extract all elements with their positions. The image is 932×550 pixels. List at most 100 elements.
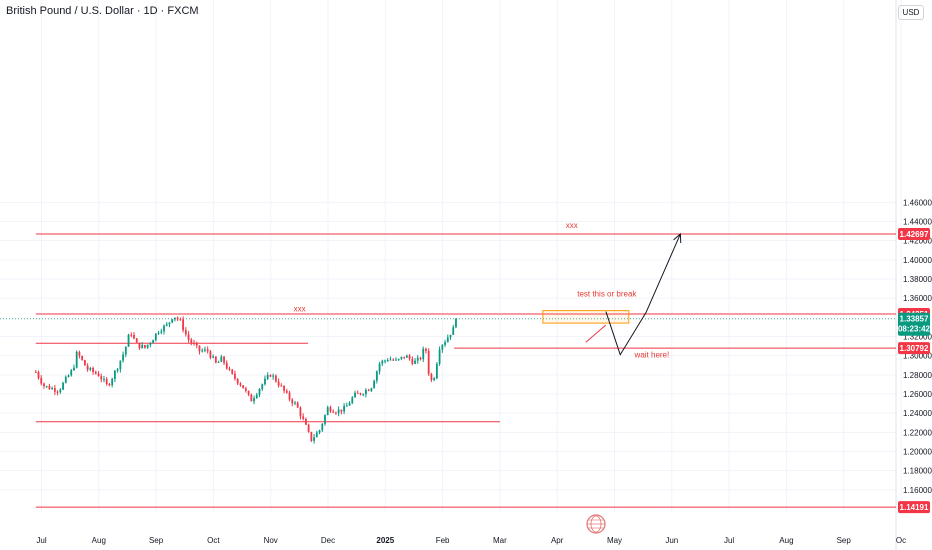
current-price-text: 1.33857	[900, 315, 929, 324]
price-tick-label: 1.22000	[903, 428, 932, 437]
drawings: xxx xxx test this or break wait here!	[294, 221, 682, 360]
candle-body	[73, 367, 75, 371]
price-labels: 1.426971.343511.307921.141911.3385708:23…	[898, 227, 931, 514]
candle-body	[176, 317, 179, 320]
candle-body	[367, 389, 370, 391]
price-tick-label: 1.18000	[903, 467, 932, 476]
candle-body	[455, 318, 457, 328]
candle-body	[264, 378, 266, 385]
candle-body	[220, 356, 223, 362]
candle-body	[378, 363, 381, 372]
candle-body	[83, 360, 86, 366]
projection-path	[605, 233, 681, 356]
candle-body	[127, 334, 130, 347]
candle-body	[373, 380, 376, 389]
candle-body	[340, 409, 343, 412]
candle-body	[343, 405, 345, 412]
candle-body	[433, 378, 436, 380]
time-tick-label: Oc	[896, 536, 906, 545]
price-label-text: 1.14191	[900, 503, 929, 512]
candle-body	[408, 355, 411, 359]
candle-body	[444, 342, 446, 345]
candle-body	[59, 389, 62, 393]
time-tick-label: 2025	[376, 536, 394, 545]
candle-body	[370, 388, 373, 391]
currency-button[interactable]: USD	[898, 5, 924, 20]
time-tick-label: Sep	[149, 536, 164, 545]
time-tick-label: Jun	[665, 536, 678, 545]
candle-body	[124, 346, 127, 355]
candle-body	[324, 415, 326, 424]
candle-body	[414, 360, 416, 364]
candle-body	[329, 407, 332, 412]
candle-body	[146, 344, 149, 348]
candle-body	[365, 389, 367, 395]
candle-body	[381, 360, 384, 364]
candle-body	[174, 317, 176, 320]
candle-body	[403, 356, 406, 358]
candle-body	[318, 430, 321, 433]
candle-body	[247, 390, 250, 395]
candle-body	[133, 334, 135, 339]
candle-body	[228, 368, 231, 370]
price-label-badge	[898, 342, 930, 355]
price-tick-label: 1.44000	[903, 218, 932, 227]
candle-body	[435, 363, 438, 379]
price-tick-label: 1.36000	[903, 294, 932, 303]
candle-body	[165, 324, 168, 326]
candle-body	[212, 356, 215, 358]
candle-body	[337, 409, 340, 414]
tradingview-logo-icon[interactable]	[586, 514, 606, 534]
candle-body	[113, 370, 116, 379]
candle-body	[335, 412, 337, 414]
candle-body	[86, 365, 89, 370]
candle-body	[236, 378, 239, 384]
candle-body	[184, 330, 187, 335]
candle-body	[92, 367, 94, 372]
candle-body	[356, 392, 359, 394]
candle-body	[266, 374, 269, 379]
candle-body	[302, 416, 305, 419]
candle-body	[94, 371, 97, 374]
time-tick-label: Mar	[493, 536, 507, 545]
price-label-badge	[898, 227, 930, 240]
candle-body	[97, 373, 100, 377]
candle-body	[397, 358, 400, 360]
candle-body	[171, 319, 174, 323]
candle-body	[100, 376, 103, 380]
candle-body	[321, 423, 324, 431]
price-label-text: 1.30792	[900, 344, 929, 353]
time-axis[interactable]: Jul Aug Sep Oct Nov Dec 2025 Feb Mar Apr May Jun Jul…	[36, 536, 906, 545]
candle-body	[40, 377, 43, 384]
candle-body	[187, 334, 190, 340]
chart-title: British Pound / U.S. Dollar · 1D · FXCM	[6, 5, 199, 17]
candle-body	[67, 375, 70, 377]
candle-body	[64, 376, 67, 383]
candle-body	[294, 402, 296, 404]
candle-body	[138, 342, 141, 349]
candle-body	[395, 359, 397, 361]
candle-body	[160, 331, 163, 333]
candle-body	[307, 424, 310, 432]
candle-body	[223, 356, 225, 363]
candle-body	[304, 418, 307, 425]
candle-body	[425, 348, 427, 351]
candle-body	[217, 361, 220, 363]
candle-body	[277, 381, 280, 386]
price-tick-label: 1.26000	[903, 390, 932, 399]
time-tick-label: Feb	[436, 536, 450, 545]
candle-body	[45, 386, 48, 388]
candle-body	[375, 371, 378, 381]
price-tick-label: 1.42000	[903, 237, 932, 246]
time-tick-label: Apr	[551, 536, 564, 545]
price-axis[interactable]: 1.46000 1.44000 1.42000 1.40000 1.38000 1.360…	[903, 198, 932, 494]
candle-body	[201, 350, 204, 352]
candle-body	[195, 343, 198, 346]
candle-body	[206, 349, 209, 352]
candle-body	[296, 402, 299, 408]
candle-body	[75, 351, 78, 368]
annotation-text: xxx	[294, 305, 306, 314]
candle-body	[51, 388, 54, 390]
trendline	[585, 324, 607, 343]
